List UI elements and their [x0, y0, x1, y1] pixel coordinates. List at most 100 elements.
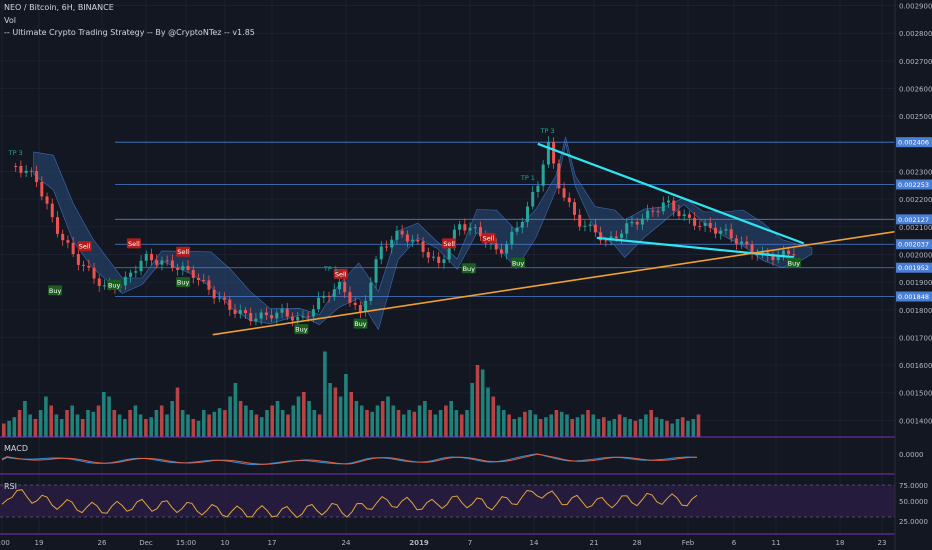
volume-bar [480, 369, 485, 437]
volume-bar [91, 411, 96, 437]
price-tick-label: 0.002100 [899, 224, 932, 232]
cloud-area [33, 136, 813, 331]
volume-bar [75, 414, 80, 437]
volume-bar [433, 414, 438, 437]
volume-bar [223, 410, 227, 437]
volume-bar [38, 410, 43, 437]
time-tick-label: 2019 [409, 539, 429, 547]
volume-bar [554, 410, 559, 437]
candle-body [353, 302, 357, 306]
time-tick-label: 21 [590, 539, 599, 547]
volume-bar [486, 387, 490, 437]
volume-bar [259, 417, 264, 437]
price-tick-label: 0.001400 [899, 417, 932, 425]
volume-bar [154, 410, 159, 437]
candle-body [181, 266, 185, 270]
volume-bar [580, 414, 585, 437]
candle-body [463, 224, 467, 231]
candle-body [92, 267, 96, 279]
price-level-tag [896, 239, 932, 250]
sell-signal: Sell [333, 268, 348, 279]
candle-body [604, 240, 608, 242]
volume-bar [180, 410, 185, 437]
macd-pane-label: MACD [4, 444, 28, 453]
volume-bar [7, 420, 11, 437]
volume-bar [128, 410, 132, 437]
candle-body [567, 197, 571, 203]
buy-signal-text: Buy [295, 326, 308, 334]
volume-bar [249, 410, 253, 437]
candle-body [275, 312, 279, 319]
candle-body [139, 260, 143, 272]
buy-signal: Buy [48, 285, 63, 296]
volume-bar [617, 414, 622, 437]
volume-bar [328, 383, 332, 437]
candle-body [781, 250, 785, 256]
candle-body [40, 181, 44, 197]
candle-body [531, 191, 535, 207]
volume-bar [133, 405, 138, 437]
volume-bar [602, 417, 606, 437]
price-tick-label: 0.002200 [899, 196, 932, 204]
candle-body [259, 312, 263, 319]
volume-indicator-label: Vol [4, 16, 16, 25]
volume-bar [533, 414, 538, 437]
candle-body [24, 170, 28, 173]
volume-bar [507, 414, 511, 437]
candle-body [82, 264, 86, 266]
candle-body [661, 202, 665, 212]
candle-body [714, 227, 718, 234]
candle-body [473, 227, 477, 229]
time-tick-label: 2:00 [0, 539, 10, 547]
sell-signal: Sell [481, 232, 496, 243]
ichimoku-cloud [33, 136, 813, 331]
buy-signal: Buy [786, 257, 801, 268]
rsi-band [0, 485, 895, 517]
volume-bar [307, 401, 311, 437]
volume-bar [302, 392, 306, 437]
tp-label: TP 1 [520, 174, 535, 182]
sell-signal-text: Sell [177, 248, 189, 256]
signal-labels: Buy Buy Sell Sell Sell Buy Buy Sell Buy Sell Buy Se… [8, 127, 801, 335]
volume-bar [407, 410, 411, 437]
volume-bar [265, 410, 269, 437]
volume-bar [317, 414, 322, 437]
volume-bar [691, 419, 696, 437]
sell-signal-box [442, 238, 457, 249]
volume-bar [338, 396, 343, 437]
volume-bar [96, 405, 101, 437]
candle-body [573, 202, 577, 215]
candle-body [285, 308, 289, 317]
volume-bar [207, 414, 211, 437]
price-level-tag-text: 0.002406 [898, 139, 929, 147]
candle-body [499, 249, 503, 254]
candle-body [703, 222, 707, 226]
rsi-pane-label: RSI [4, 482, 17, 491]
volume-bar [575, 417, 580, 437]
candle-body [337, 281, 341, 290]
candle-body [134, 271, 138, 273]
volume-bar [502, 410, 506, 437]
price-tick-label: 0.001700 [899, 334, 932, 342]
candle-body [144, 253, 148, 261]
price-level-tag [896, 214, 932, 225]
volume-bar [449, 401, 453, 437]
candle-body [311, 309, 315, 317]
buy-signal-box [511, 257, 526, 268]
price-tick-label: 0.001500 [899, 390, 932, 398]
candle-body [45, 196, 49, 204]
candle-body [578, 214, 582, 227]
buy-signal-text: Buy [788, 259, 801, 267]
candle-body [249, 313, 253, 322]
candle-body [479, 227, 483, 237]
time-tick-label: 10 [221, 539, 230, 547]
sell-signal-box [481, 232, 496, 243]
sell-signal-text: Sell [79, 243, 91, 251]
candle-body [515, 227, 519, 232]
time-tick-label: 18 [836, 539, 845, 547]
volume-bar [644, 414, 648, 437]
volume-bar [528, 410, 532, 437]
time-tick-label: Dec [139, 539, 153, 547]
candle-body [614, 236, 618, 238]
volume-bar [496, 405, 501, 437]
